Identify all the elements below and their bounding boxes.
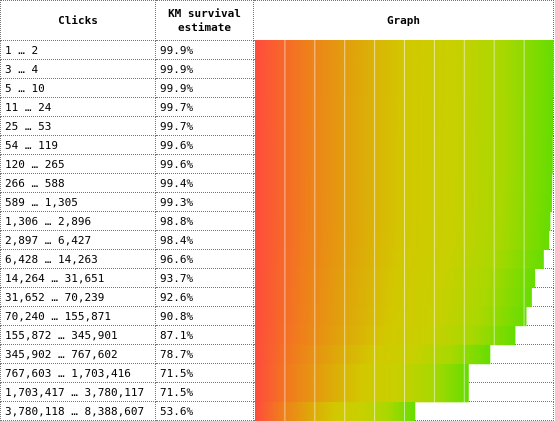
clicks-cell: 31,652 … 70,239 — [0, 287, 156, 307]
estimate-cell: 71.5% — [155, 363, 254, 383]
survival-bar — [255, 382, 469, 403]
survival-bar — [255, 135, 553, 155]
survival-bar — [255, 268, 536, 289]
clicks-cell: 54 … 119 — [0, 135, 156, 155]
graph-header: Graph — [253, 0, 554, 41]
km-estimate-header: KM survival estimate — [155, 0, 254, 41]
header-row: Clicks KM survival estimate Graph — [0, 0, 554, 41]
clicks-cell: 155,872 … 345,901 — [0, 325, 156, 345]
estimate-cell: 53.6% — [155, 401, 254, 421]
clicks-header: Clicks — [0, 0, 156, 41]
estimate-cell: 71.5% — [155, 382, 254, 402]
estimate-cell: 96.6% — [155, 249, 254, 269]
estimate-cell: 93.7% — [155, 268, 254, 288]
estimate-cell: 99.7% — [155, 116, 254, 136]
survival-bar — [255, 306, 527, 327]
survival-bar — [255, 325, 516, 346]
estimate-cell: 99.6% — [155, 154, 254, 174]
estimate-cell: 98.8% — [155, 211, 254, 231]
clicks-cell: 767,603 … 1,703,416 — [0, 363, 156, 383]
km-header-line1: KM survival — [168, 6, 241, 20]
km-header-line2: estimate — [178, 20, 231, 34]
estimate-cell: 87.1% — [155, 325, 254, 345]
clicks-cell: 266 … 588 — [0, 173, 156, 193]
estimate-cell: 99.9% — [155, 59, 254, 79]
clicks-cell: 1,703,417 … 3,780,117 — [0, 382, 156, 402]
clicks-cell: 14,264 … 31,651 — [0, 268, 156, 288]
estimate-cell: 99.7% — [155, 97, 254, 117]
clicks-cell: 345,902 … 767,602 — [0, 344, 156, 364]
survival-bar — [255, 363, 469, 384]
clicks-cell: 1 … 2 — [0, 40, 156, 60]
clicks-cell: 2,897 … 6,427 — [0, 230, 156, 250]
survival-bar — [255, 344, 491, 365]
survival-bar — [255, 230, 550, 250]
survival-bar — [255, 211, 551, 231]
clicks-cell: 3 … 4 — [0, 59, 156, 79]
estimate-cell: 99.4% — [155, 173, 254, 193]
clicks-cell: 3,780,118 … 8,388,607 — [0, 401, 156, 421]
estimate-cell: 90.8% — [155, 306, 254, 326]
survival-bar — [255, 173, 553, 193]
estimate-cell: 98.4% — [155, 230, 254, 250]
estimate-cell: 78.7% — [155, 344, 254, 364]
survival-bar — [255, 249, 544, 269]
estimate-cell: 99.6% — [155, 135, 254, 155]
survival-bar — [255, 401, 416, 421]
clicks-cell: 1,306 … 2,896 — [0, 211, 156, 231]
estimate-cell: 92.6% — [155, 287, 254, 307]
survival-bar — [255, 154, 553, 174]
estimate-cell: 99.9% — [155, 40, 254, 60]
estimate-cell: 99.9% — [155, 78, 254, 98]
clicks-cell: 589 … 1,305 — [0, 192, 156, 212]
clicks-cell: 25 … 53 — [0, 116, 156, 136]
clicks-cell: 5 … 10 — [0, 78, 156, 98]
estimate-cell: 99.3% — [155, 192, 254, 212]
clicks-cell: 120 … 265 — [0, 154, 156, 174]
survival-bar — [255, 287, 532, 308]
survival-bar-graph — [255, 40, 554, 421]
survival-bar — [255, 192, 552, 212]
grid-lines-group — [284, 40, 525, 421]
clicks-cell: 6,428 … 14,263 — [0, 249, 156, 269]
clicks-cell: 70,240 … 155,871 — [0, 306, 156, 326]
clicks-cell: 11 … 24 — [0, 97, 156, 117]
